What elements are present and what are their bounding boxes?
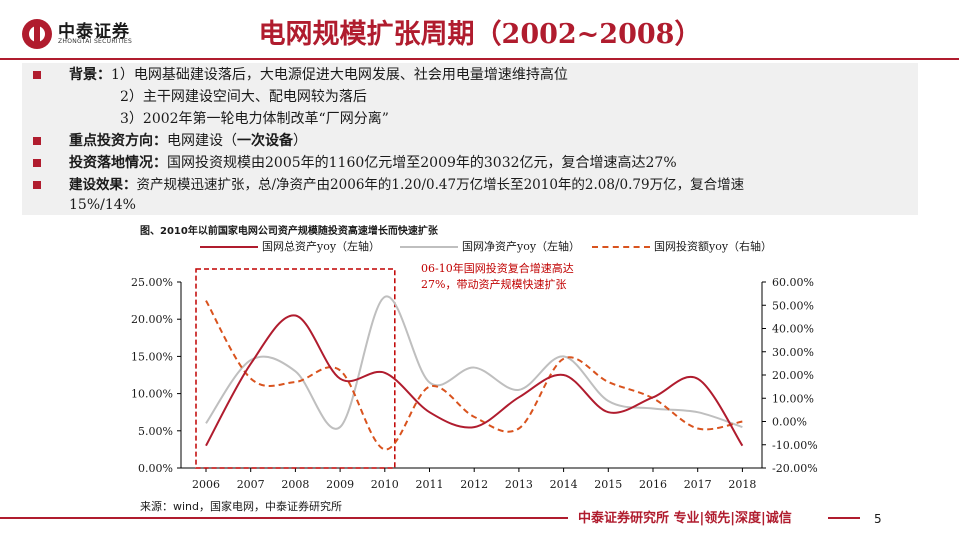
legend-item-net-assets: 国网净资产yoy（左轴）	[400, 238, 580, 254]
y-right-tick-label: 20.00%	[772, 369, 814, 382]
chart-title: 图、2010年以前国家电网公司资产规模随投资高速增长而快速扩张	[140, 226, 438, 237]
footer-tagline: 中泰证券研究所 专业|领先|深度|诚信	[578, 511, 792, 526]
effect-line: 建设效果：资产规模迅速扩张，总/净资产由2006年的1.20/0.47万亿增长至…	[69, 175, 744, 195]
background-line-1: 背景：1）电网基础建设落后，大电源促进大电网发展、社会用电量增速维持高位	[69, 65, 568, 85]
y-right-tick-label: 60.00%	[772, 276, 814, 289]
summary-box: 背景：1）电网基础建设落后，大电源促进大电网发展、社会用电量增速维持高位 2）主…	[22, 63, 918, 215]
effect-text-2: 15%/14%	[69, 197, 136, 213]
series-line-net-assets	[205, 295, 743, 430]
chart-annotation: 06-10年国网投资复合增速高达	[421, 261, 574, 275]
page-title: 电网规模扩张周期（2002~2008）	[258, 19, 702, 50]
x-tick-label: 2013	[505, 478, 533, 491]
series-line-total-assets	[205, 314, 744, 447]
y-right-tick-label: -20.00%	[772, 462, 818, 475]
focus-bold: 一次设备	[237, 133, 293, 149]
x-tick-label: 2015	[594, 478, 622, 491]
y-left-tick-label: 10.00%	[131, 388, 173, 401]
y-right-tick-label: -10.00%	[772, 439, 818, 452]
footer-divider-right	[828, 517, 860, 519]
bullet-icon	[33, 71, 41, 79]
legend-label-invest: 国网投资额yoy（右轴）	[654, 240, 773, 253]
source-note: 来源：wind，国家电网，中泰证券研究所	[140, 500, 343, 513]
logo-mark-icon	[22, 19, 52, 49]
effect-label: 建设效果：	[69, 177, 137, 193]
bullet-icon	[33, 137, 41, 145]
logo-text: 中泰证券	[58, 22, 130, 42]
page-number: 5	[874, 512, 882, 526]
y-right-tick-label: 10.00%	[772, 392, 814, 405]
focus-line: 重点投资方向：电网建设（一次设备）	[69, 131, 307, 151]
focus-text: 电网建设（	[167, 133, 237, 149]
background-item-3: 3）2002年第一轮电力体制改革“厂网分离”	[120, 111, 389, 127]
logo-subtext: ZHONGTAI SECURITIES	[58, 38, 133, 45]
series-line-investment	[205, 300, 743, 451]
bullet-icon	[33, 181, 41, 189]
background-label: 背景：	[69, 67, 111, 83]
legend-label-total: 国网总资产yoy（左轴）	[262, 240, 381, 253]
x-tick-label: 2007	[237, 478, 265, 491]
focus-label: 重点投资方向：	[69, 133, 167, 149]
focus-close: ）	[293, 133, 307, 149]
legend-item-total-assets: 国网总资产yoy（左轴）	[200, 238, 380, 254]
footer-divider-left	[0, 517, 568, 519]
effect-text-1: 资产规模迅速扩张，总/净资产由2006年的1.20/0.47万亿增长至2010年…	[136, 177, 745, 193]
title-divider	[0, 58, 959, 60]
legend-swatch-net	[400, 246, 458, 248]
y-left-tick-label: 0.00%	[138, 462, 173, 475]
bullet-icon	[33, 159, 41, 167]
invest-text: 国网投资规模由2005年的1160亿元增至2009年的3032亿元，复合增速高达…	[167, 155, 677, 171]
company-logo: 中泰证券 ZHONGTAI SECURITIES	[22, 17, 162, 53]
legend-swatch-total	[200, 246, 258, 248]
legend-item-investment: 国网投资额yoy（右轴）	[592, 238, 772, 254]
chart-annotation: 27%，带动资产规模快速扩张	[421, 277, 566, 291]
legend-swatch-invest	[592, 246, 650, 248]
x-tick-label: 2009	[326, 478, 354, 491]
y-left-tick-label: 20.00%	[131, 313, 173, 326]
background-item-1: 1）电网基础建设落后，大电源促进大电网发展、社会用电量增速维持高位	[111, 67, 568, 83]
x-tick-label: 2006	[192, 478, 220, 491]
background-item-2: 2）主干网建设空间大、配电网较为落后	[120, 89, 367, 105]
invest-line: 投资落地情况：国网投资规模由2005年的1160亿元增至2009年的3032亿元…	[69, 153, 677, 173]
y-left-tick-label: 15.00%	[131, 350, 173, 363]
y-right-tick-label: 40.00%	[772, 323, 814, 336]
x-tick-label: 2010	[371, 478, 399, 491]
y-right-tick-label: 30.00%	[772, 346, 814, 359]
invest-label: 投资落地情况：	[69, 155, 167, 171]
x-tick-label: 2016	[639, 478, 667, 491]
x-tick-label: 2011	[416, 478, 444, 491]
x-tick-label: 2017	[684, 478, 712, 491]
x-tick-label: 2014	[550, 478, 578, 491]
x-tick-label: 2008	[281, 478, 309, 491]
x-tick-label: 2018	[728, 478, 756, 491]
legend-label-net: 国网净资产yoy（左轴）	[462, 240, 581, 253]
y-left-tick-label: 5.00%	[138, 425, 173, 438]
highlight-box	[195, 268, 396, 469]
y-right-tick-label: 0.00%	[772, 416, 807, 429]
y-right-tick-label: 50.00%	[772, 299, 814, 312]
x-tick-label: 2012	[460, 478, 488, 491]
y-left-tick-label: 25.00%	[131, 276, 173, 289]
